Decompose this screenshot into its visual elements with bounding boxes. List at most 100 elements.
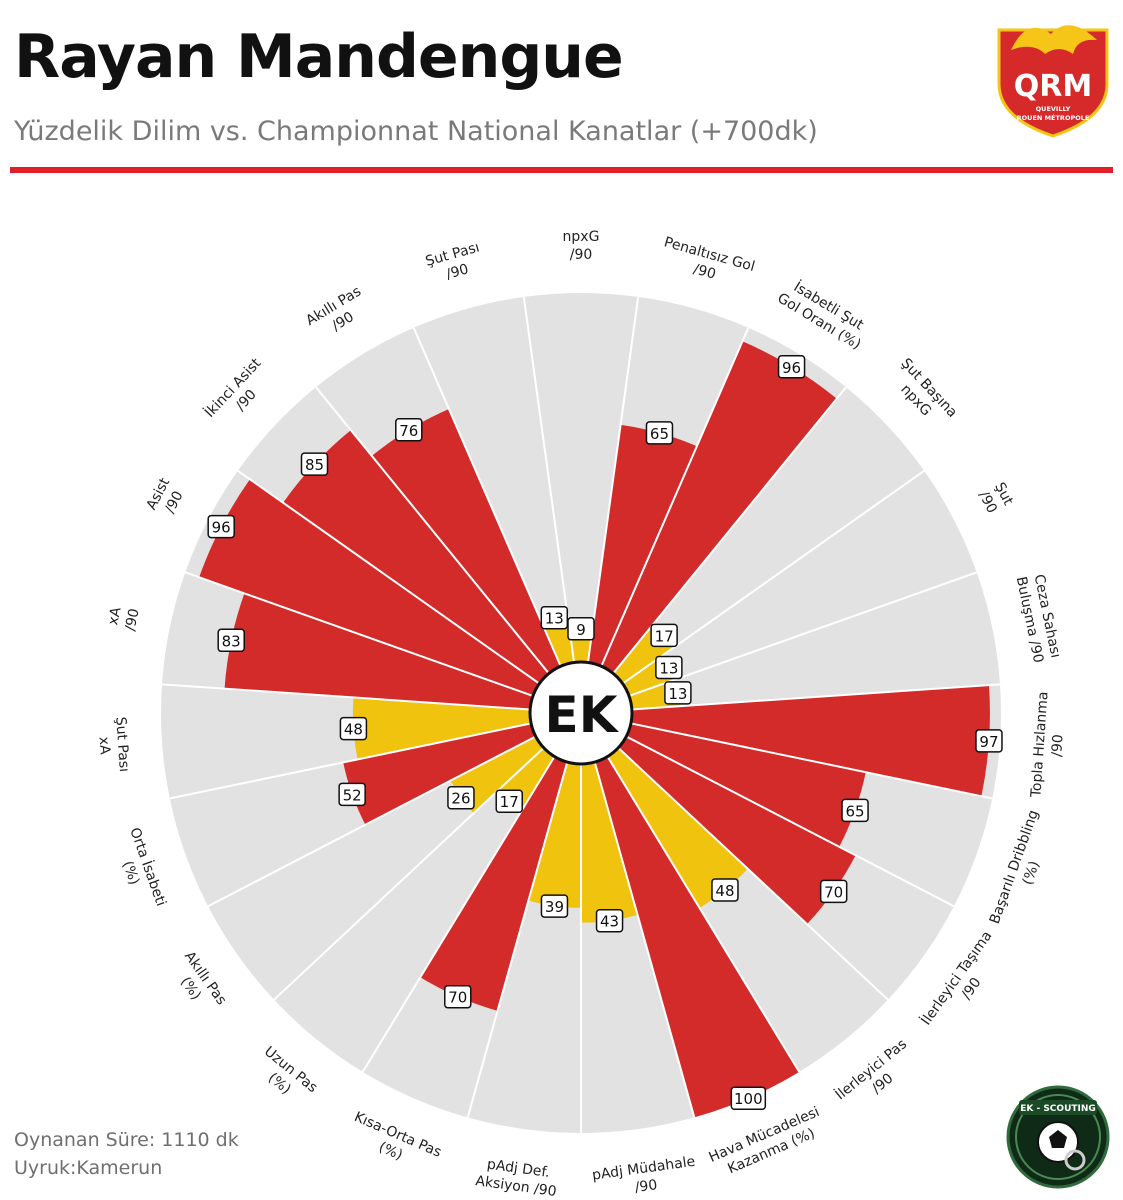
svg-text:43: 43 — [600, 913, 619, 931]
radar-separator-10 — [606, 756, 801, 1073]
radar-category-label-1: Penaltısız Gol/90 — [662, 234, 756, 282]
radar-category-label-13: Kısa-Orta Pas(%) — [352, 1109, 444, 1164]
radar-separator-2 — [600, 327, 750, 667]
radar-separator-6 — [631, 683, 1001, 711]
radar-separator-21 — [315, 386, 550, 675]
radar-category-label-18: xA/90 — [105, 605, 142, 632]
radar-separator-20 — [237, 469, 540, 685]
center-circle — [528, 660, 634, 766]
radar-category-label-4: Şut/90 — [975, 480, 1016, 516]
radar-category-label-9: İlerleyici Pas/90 — [831, 1035, 910, 1104]
radar-separator-7 — [630, 722, 993, 800]
radar-bar-7 — [626, 723, 866, 847]
radar-bar-10 — [594, 756, 800, 1118]
radar-bar-6 — [630, 685, 990, 797]
radar-separator-4 — [622, 469, 925, 685]
radar-category-label-20-line-0: İkinci Asist — [200, 354, 264, 421]
radar-bar-2 — [601, 341, 837, 674]
radar-bar-13 — [420, 756, 568, 1011]
radar-separator-11 — [593, 761, 696, 1118]
svg-text:9: 9 — [576, 621, 586, 639]
center-label: EK — [545, 686, 620, 744]
radar-background-sector-14 — [274, 747, 555, 1072]
svg-text:65: 65 — [846, 802, 865, 820]
radar-separator-19 — [184, 571, 534, 697]
radar-value-label-13: 70 — [444, 984, 472, 1009]
svg-text:65: 65 — [650, 425, 669, 443]
svg-text:100: 100 — [734, 1090, 763, 1108]
radar-value-label-9: 48 — [711, 878, 739, 902]
radar-category-label-6: Topla Hızlanma/90 — [1028, 691, 1066, 799]
radar-category-label-11: pAdj Müdahale/90 — [591, 1154, 696, 1196]
radar-category-label-18-line-0: xA — [105, 605, 124, 626]
radar-bar-8 — [618, 736, 856, 925]
ek-scouting-badge: EK - SCOUTING — [1006, 1085, 1110, 1189]
radar-category-label-12: pAdj Def.Aksiyon /90 — [474, 1156, 557, 1200]
radar-value-label-19: 96 — [207, 514, 235, 539]
radar-separator-5 — [628, 571, 978, 697]
radar-separator-8 — [625, 735, 955, 908]
radar-category-label-0: npxG/90 — [563, 229, 600, 263]
radar-separator-18 — [161, 683, 531, 711]
radar-value-label-18: 83 — [217, 628, 245, 653]
svg-text:17: 17 — [655, 627, 674, 645]
radar-value-label-5: 13 — [664, 681, 692, 705]
radar-background-sector-3 — [613, 387, 925, 684]
radar-value-label-0: 9 — [567, 617, 595, 641]
radar-bar-1 — [587, 424, 697, 667]
svg-text:26: 26 — [451, 790, 470, 808]
radar-value-label-14: 17 — [495, 789, 523, 813]
radar-value-label-17: 48 — [339, 716, 368, 741]
radar-category-label-16: Orta İsabeti(%) — [119, 825, 171, 908]
svg-text:48: 48 — [344, 721, 363, 739]
radar-bar-17 — [352, 697, 532, 760]
radar-bar-21 — [371, 409, 561, 674]
svg-text:85: 85 — [305, 456, 324, 474]
radar-value-label-16: 52 — [338, 782, 366, 807]
radar-category-label-15: Akıllı Pas(%) — [177, 949, 229, 1008]
radar-category-label-17-line-0: Şut Pası — [112, 716, 132, 772]
radar-value-label-7: 65 — [841, 798, 869, 823]
radar-value-label-21: 76 — [395, 418, 423, 442]
svg-text:83: 83 — [222, 632, 241, 650]
radar-background-sector-0 — [523, 292, 639, 663]
radar-bar-9 — [607, 747, 748, 908]
radar-category-label-19: Asist/90 — [144, 475, 187, 516]
crest-line-2: ROUEN MÉTROPOLE — [1017, 113, 1090, 122]
radar-background-sector-22 — [413, 296, 575, 667]
radar-separator-1 — [586, 296, 640, 663]
radar-value-label-11: 43 — [595, 908, 624, 933]
footer-minutes: Oynanan Süre: 1110 dk — [14, 1129, 239, 1151]
radar-category-label-14: Uzun Pas(%) — [261, 1044, 320, 1098]
footer-nationality: Uyruk:Kamerun — [14, 1157, 163, 1179]
svg-text:17: 17 — [500, 793, 519, 811]
svg-text:70: 70 — [448, 989, 467, 1007]
crest-line-1: QUEVILLY — [1036, 105, 1071, 113]
radar-separator-22 — [412, 327, 562, 667]
svg-text:48: 48 — [715, 882, 734, 900]
radar-bar-12 — [528, 762, 581, 908]
radar-category-label-17-line-1: xA — [96, 736, 113, 755]
radar-bar-19 — [199, 479, 540, 696]
badge-text: EK - SCOUTING — [1020, 1104, 1096, 1114]
radar-category-label-11-line-1: /90 — [634, 1177, 659, 1196]
svg-text:13: 13 — [668, 685, 687, 703]
svg-text:70: 70 — [824, 883, 843, 901]
radar-category-label-16-line-1: (%) — [119, 859, 142, 887]
radar-bar-18 — [224, 593, 533, 710]
radar-value-label-2: 96 — [777, 355, 806, 379]
radar-category-label-18-line-1: /90 — [122, 607, 142, 632]
radar-category-label-22: Şut Pası/90 — [424, 239, 482, 282]
radar-value-label-6: 97 — [975, 729, 1003, 753]
svg-text:96: 96 — [212, 519, 231, 537]
radar-bar-16 — [343, 723, 536, 825]
radar-value-label-20: 85 — [300, 452, 329, 476]
radar-category-label-20: İkinci Asist/90 — [200, 354, 264, 421]
radar-separator-16 — [207, 735, 537, 908]
club-crest-logo: QRM QUEVILLY ROUEN MÉTROPOLE — [997, 25, 1109, 138]
